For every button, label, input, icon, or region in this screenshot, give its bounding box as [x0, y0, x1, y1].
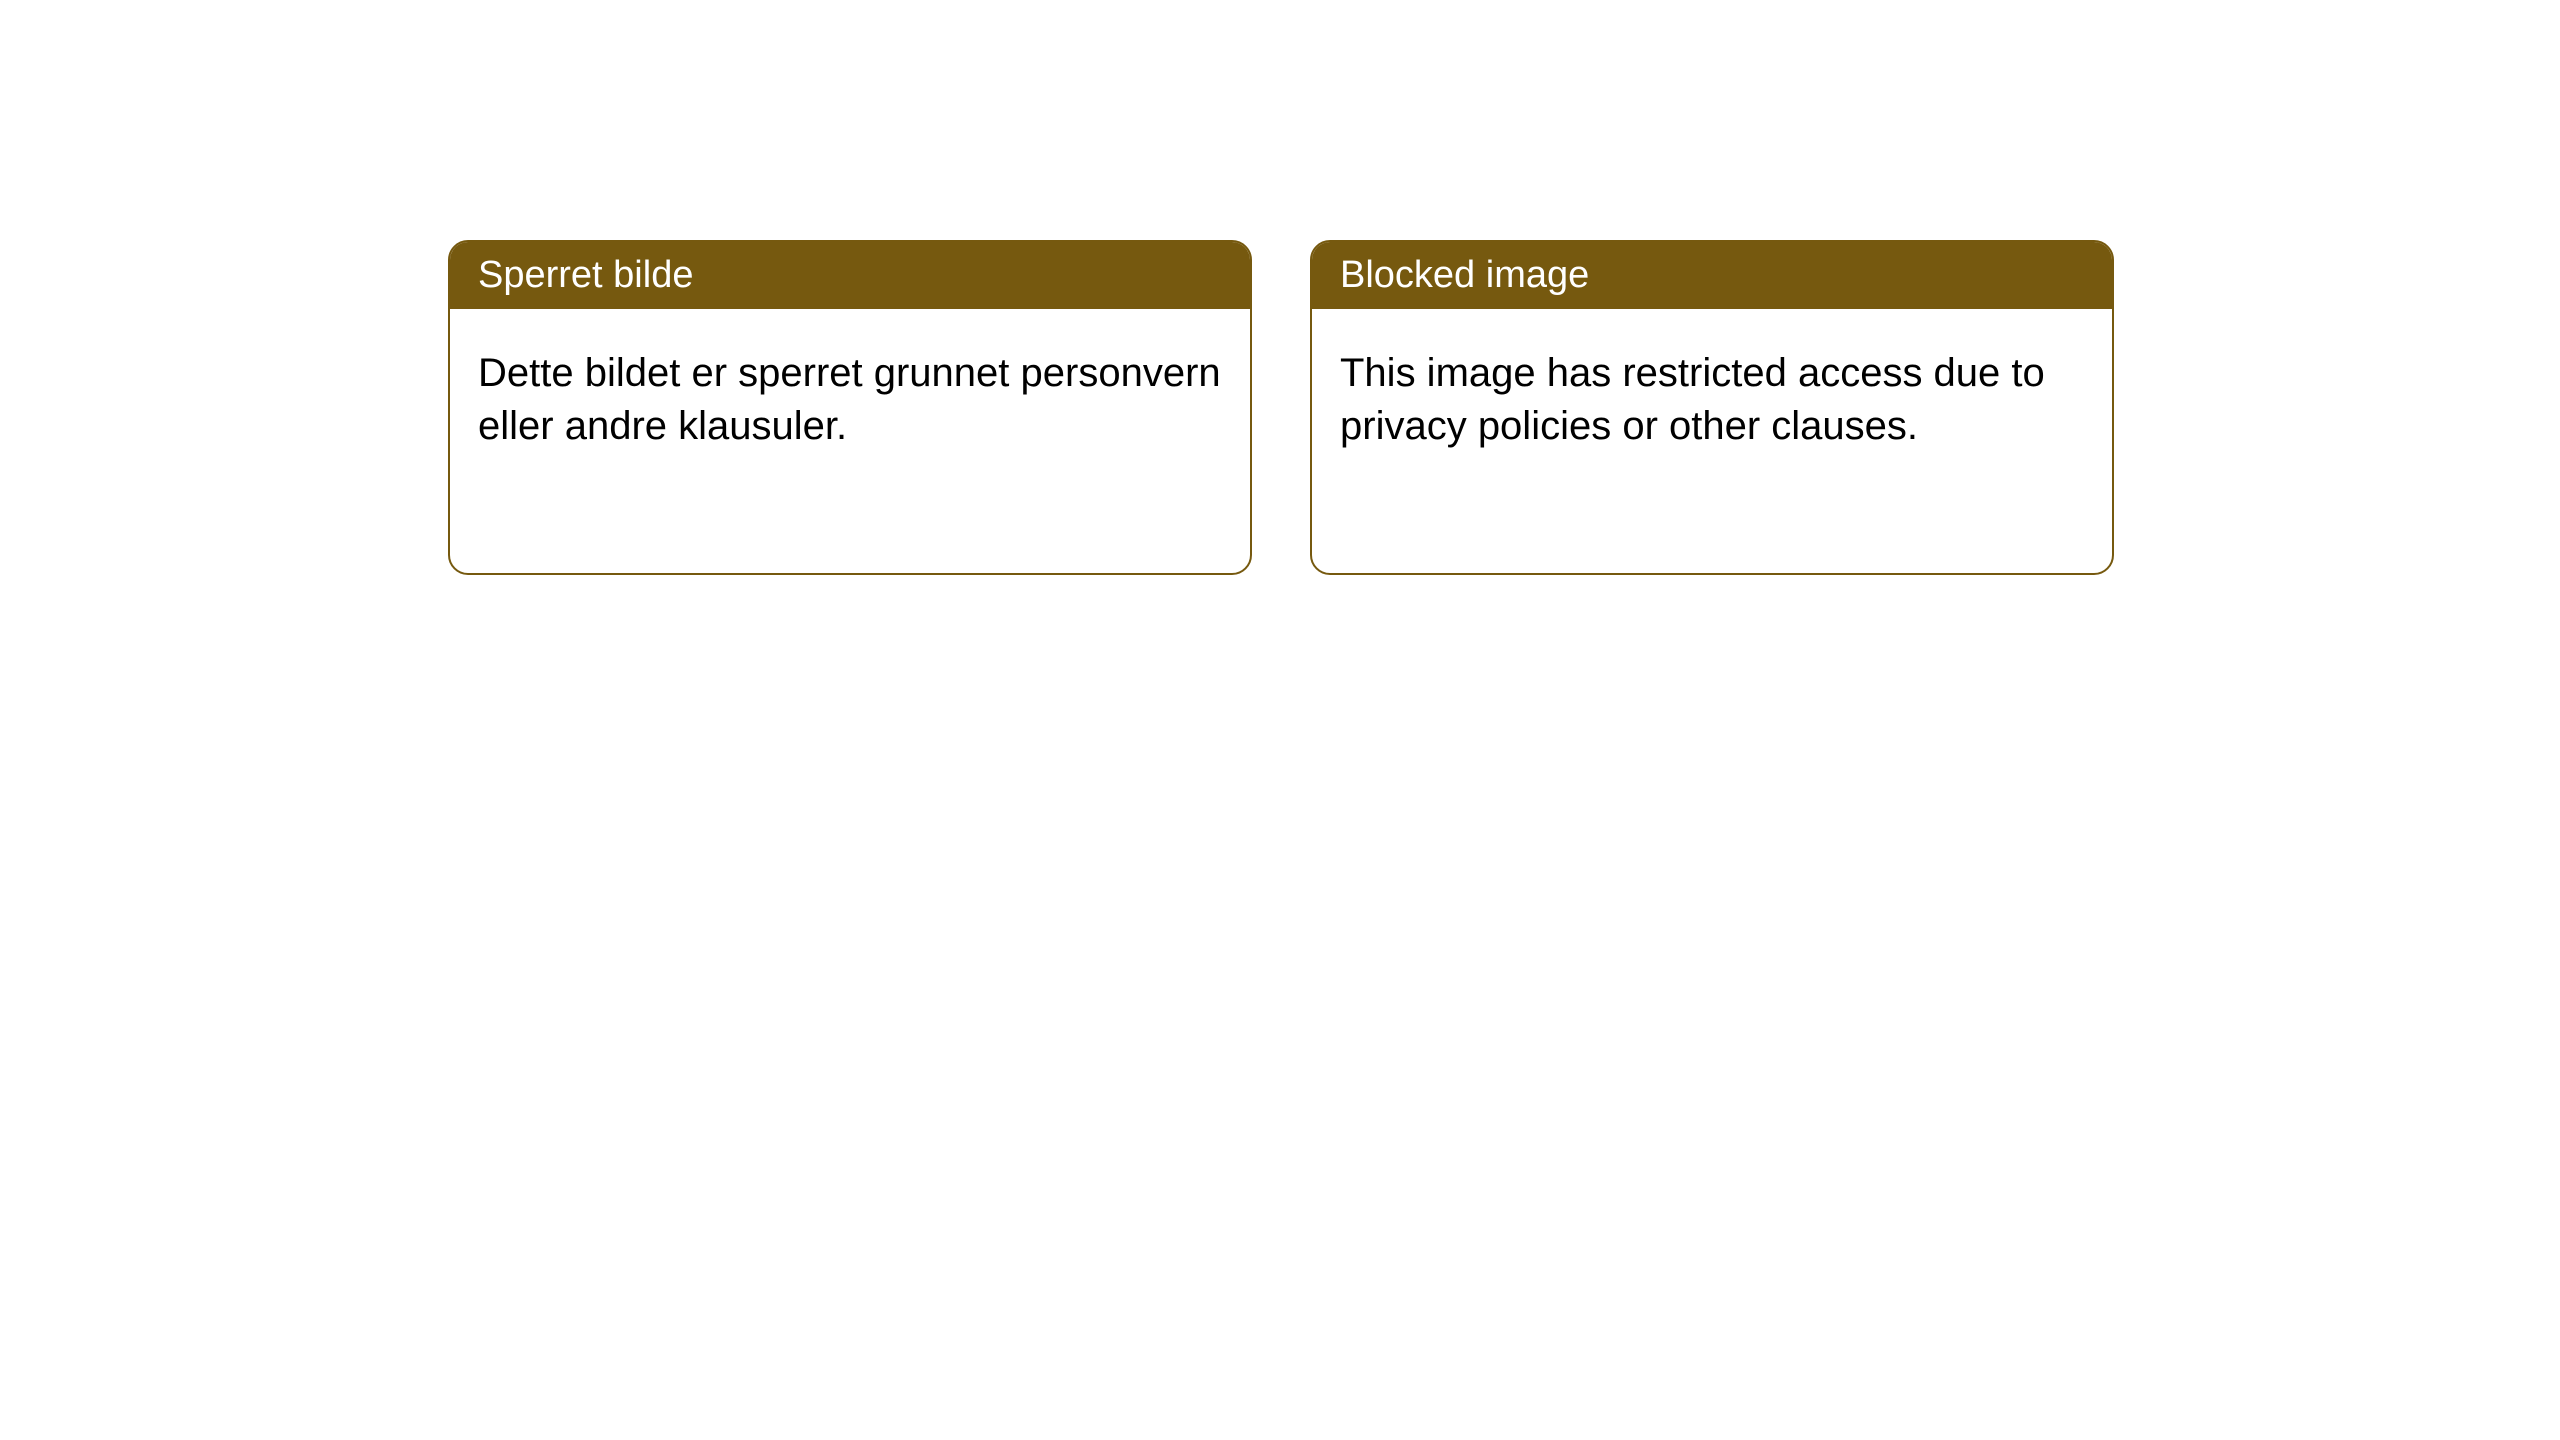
notice-title: Sperret bilde	[478, 254, 693, 296]
notice-body-text: This image has restricted access due to …	[1340, 351, 2045, 448]
notice-card-english: Blocked image This image has restricted …	[1310, 240, 2114, 575]
notice-header: Blocked image	[1312, 242, 2112, 309]
notice-header: Sperret bilde	[450, 242, 1250, 309]
notice-body: Dette bildet er sperret grunnet personve…	[450, 309, 1250, 491]
notice-container: Sperret bilde Dette bildet er sperret gr…	[0, 0, 2560, 575]
notice-card-norwegian: Sperret bilde Dette bildet er sperret gr…	[448, 240, 1252, 575]
notice-title: Blocked image	[1340, 254, 1589, 296]
notice-body-text: Dette bildet er sperret grunnet personve…	[478, 351, 1221, 448]
notice-body: This image has restricted access due to …	[1312, 309, 2112, 491]
